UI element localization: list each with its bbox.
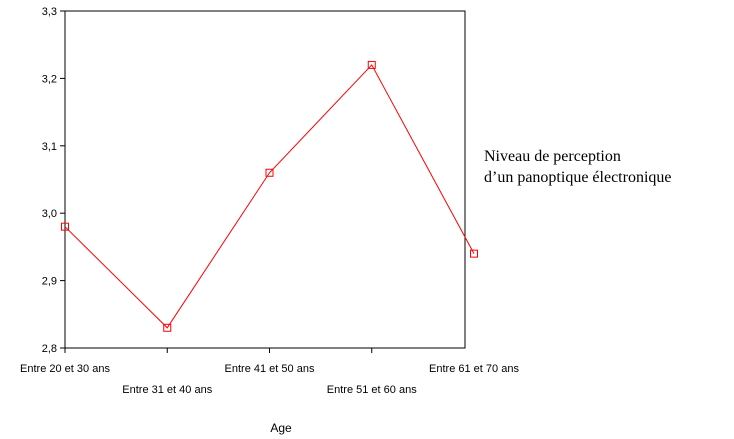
- data-point-marker: [265, 168, 274, 177]
- x-axis-title: Age: [270, 421, 292, 435]
- legend-line-2: d’un panoptique électronique: [484, 169, 672, 186]
- plot-frame: [64, 10, 466, 349]
- x-axis: Entre 20 et 30 ans Entre 31 et 40 ans Entr…: [20, 348, 519, 396]
- y-tick-label: 2,8: [42, 343, 57, 355]
- y-tick-label: 3,0: [42, 208, 57, 220]
- y-tick-label: 3,3: [42, 6, 57, 18]
- legend-line-1: Niveau de perception: [484, 148, 621, 165]
- series-group: [61, 60, 478, 332]
- x-tick-label: Entre 51 et 60 ans: [327, 384, 417, 396]
- x-tick-label: Entre 31 et 40 ans: [122, 384, 212, 396]
- data-point-marker: [61, 222, 69, 231]
- x-tick-label: Entre 20 et 30 ans: [20, 363, 110, 375]
- x-tick-label: Entre 61 et 70 ans: [429, 363, 519, 375]
- data-point-marker: [470, 249, 478, 258]
- y-tick-label: 2,9: [42, 276, 57, 288]
- y-tick-label: 3,1: [42, 141, 57, 153]
- x-tick-label: Entre 41 et 50 ans: [225, 363, 315, 375]
- data-point-marker: [367, 60, 376, 69]
- y-axis: 2,8 2,9 3,0 3,1 3,2 3,3: [42, 6, 65, 355]
- data-point-marker: [163, 323, 172, 332]
- y-tick-label: 3,2: [42, 73, 57, 85]
- series-line: [64, 64, 475, 329]
